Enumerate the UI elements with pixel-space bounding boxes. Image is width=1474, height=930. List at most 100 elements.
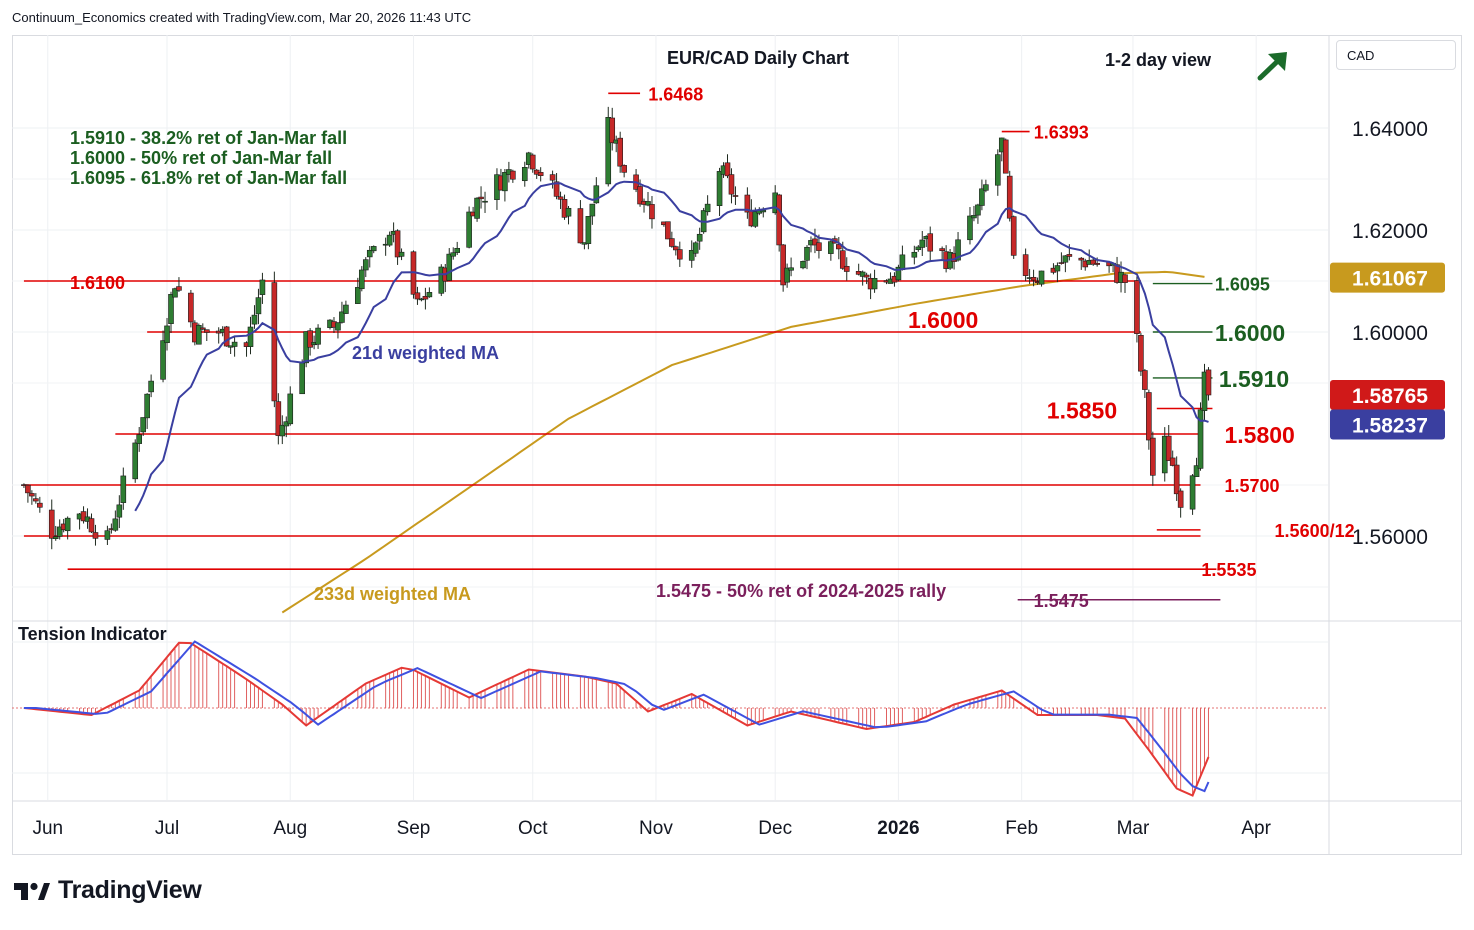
candle-body <box>355 287 361 304</box>
candle-body <box>585 216 592 244</box>
candle-body <box>251 314 258 325</box>
candlesticks <box>21 106 1212 550</box>
ma233-label: 233d weighted MA <box>314 584 471 604</box>
candle-body <box>724 162 731 177</box>
candle-body <box>1189 475 1196 510</box>
candle-body <box>1165 435 1172 461</box>
candle-body <box>52 536 59 539</box>
y-tick-label: 1.60000 <box>1352 322 1428 345</box>
candle-body <box>688 249 695 261</box>
candle-body <box>804 246 810 261</box>
label-1-6468: 1.6468 <box>648 84 703 104</box>
candle-body <box>80 511 87 522</box>
osc-fast-line <box>23 641 1210 797</box>
candle-body <box>454 247 461 253</box>
candle-body <box>144 393 150 419</box>
label-1-6095: 1.6095 <box>1215 275 1270 295</box>
candle-body <box>788 267 794 271</box>
support-resistance-levels <box>23 92 1221 601</box>
candle-body <box>676 249 683 260</box>
candle-body <box>25 484 31 494</box>
candle-body <box>140 417 146 433</box>
candle-body <box>370 246 377 252</box>
x-tick-label: Mar <box>1117 818 1150 839</box>
brand-name: TradingView <box>58 876 202 904</box>
axes: Jun Jul Aug Sep Oct Nov Dec 2026 Feb Mar Apr 1.6400… <box>12 35 1462 855</box>
candle-body <box>645 201 651 206</box>
candle-body <box>1010 216 1017 256</box>
candle-body <box>828 241 834 254</box>
candle-body <box>955 239 961 261</box>
candle-body <box>732 195 739 197</box>
candle-body <box>549 174 556 181</box>
candle-body <box>593 185 600 204</box>
candle-body <box>188 292 194 323</box>
candle-body <box>255 297 262 315</box>
candle-body <box>120 475 127 503</box>
candle-body <box>37 502 43 508</box>
candle-body <box>557 196 564 200</box>
candle-body <box>609 117 616 144</box>
x-tick-label: Apr <box>1241 818 1271 839</box>
candle-body <box>521 167 528 182</box>
candle-body <box>33 498 39 502</box>
candle-body <box>744 194 751 213</box>
candle-body <box>231 341 238 347</box>
candle-body <box>1006 175 1013 219</box>
label-1-6100: 1.6100 <box>70 273 125 293</box>
candle-body <box>279 424 286 437</box>
rally-annotation: 1.5475 - 50% ret of 2024-2025 rally <box>656 581 946 601</box>
candle-body <box>1022 254 1029 276</box>
candle-body <box>414 292 421 300</box>
candle-body <box>339 311 345 323</box>
candle-body <box>1169 457 1176 466</box>
y-tick-label: 1.64000 <box>1352 118 1428 141</box>
candle-body <box>752 211 759 227</box>
x-tick-label: Feb <box>1005 818 1038 839</box>
x-tick-label: Nov <box>639 818 673 839</box>
candle-body <box>605 117 612 185</box>
candle-body <box>1002 139 1009 174</box>
candle-body <box>172 288 178 298</box>
x-tick-label: Dec <box>758 818 792 839</box>
ma233-price-tag-box <box>1330 262 1445 293</box>
candle-body <box>696 233 703 242</box>
currency-selector[interactable]: CAD <box>1336 40 1456 70</box>
candle-body <box>859 271 866 277</box>
candle-body <box>223 326 230 347</box>
candle-body <box>1038 270 1045 285</box>
ma233-line <box>281 270 1205 614</box>
candle-body <box>871 277 878 290</box>
candle-body <box>780 244 786 286</box>
candle-body <box>196 325 202 345</box>
candle-body <box>812 238 818 246</box>
x-tick-label: Jun <box>32 818 63 839</box>
candle-body <box>1066 254 1073 257</box>
candle-body <box>589 203 596 217</box>
candle-body <box>287 393 294 425</box>
y-tick-label: 1.62000 <box>1352 220 1428 243</box>
candle-body <box>1193 465 1200 477</box>
candle-body <box>307 330 313 348</box>
candle-body <box>800 260 806 269</box>
label-1-5700: 1.5700 <box>1225 476 1280 496</box>
tradingview-brand[interactable]: TradingView <box>14 876 202 905</box>
candle-body <box>895 266 902 281</box>
candle-body <box>362 259 369 271</box>
tension-indicator: Tension Indicator <box>12 624 1328 797</box>
candle-body <box>863 274 870 278</box>
candle-body <box>116 504 123 518</box>
candle-body <box>299 362 305 395</box>
label-1-5535: 1.5535 <box>1201 560 1256 580</box>
candle-body <box>275 401 282 436</box>
candle-body <box>247 326 254 347</box>
candle-body <box>398 251 405 257</box>
candle-body <box>1146 392 1152 441</box>
candle-body <box>315 327 321 345</box>
candle-body <box>176 286 182 291</box>
candle-body <box>649 204 655 220</box>
candle-body <box>728 174 735 195</box>
candle-body <box>148 380 154 393</box>
candle-body <box>1142 370 1148 390</box>
